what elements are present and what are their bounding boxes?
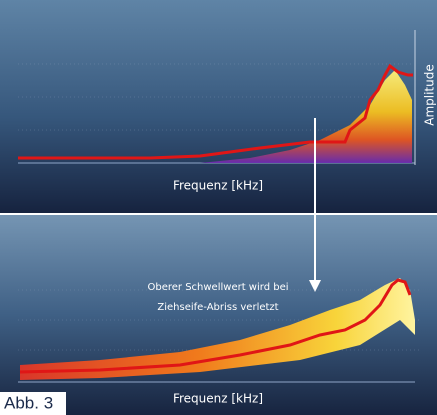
x-axis-label: Frequenz [kHz]: [173, 179, 263, 193]
caption: Abb. 3: [4, 393, 53, 412]
annotation: Ziehseife-Abriss verletzt: [157, 302, 278, 313]
annotation: Oberer Schwellwert wird bei: [147, 282, 288, 293]
separator: [0, 213, 437, 215]
x-axis-label: Frequenz [kHz]: [173, 392, 263, 406]
y-axis-label: Amplitude: [423, 64, 437, 126]
figure: Amplitude Frequenz [kHz] Oberer Schwellw…: [0, 0, 437, 415]
